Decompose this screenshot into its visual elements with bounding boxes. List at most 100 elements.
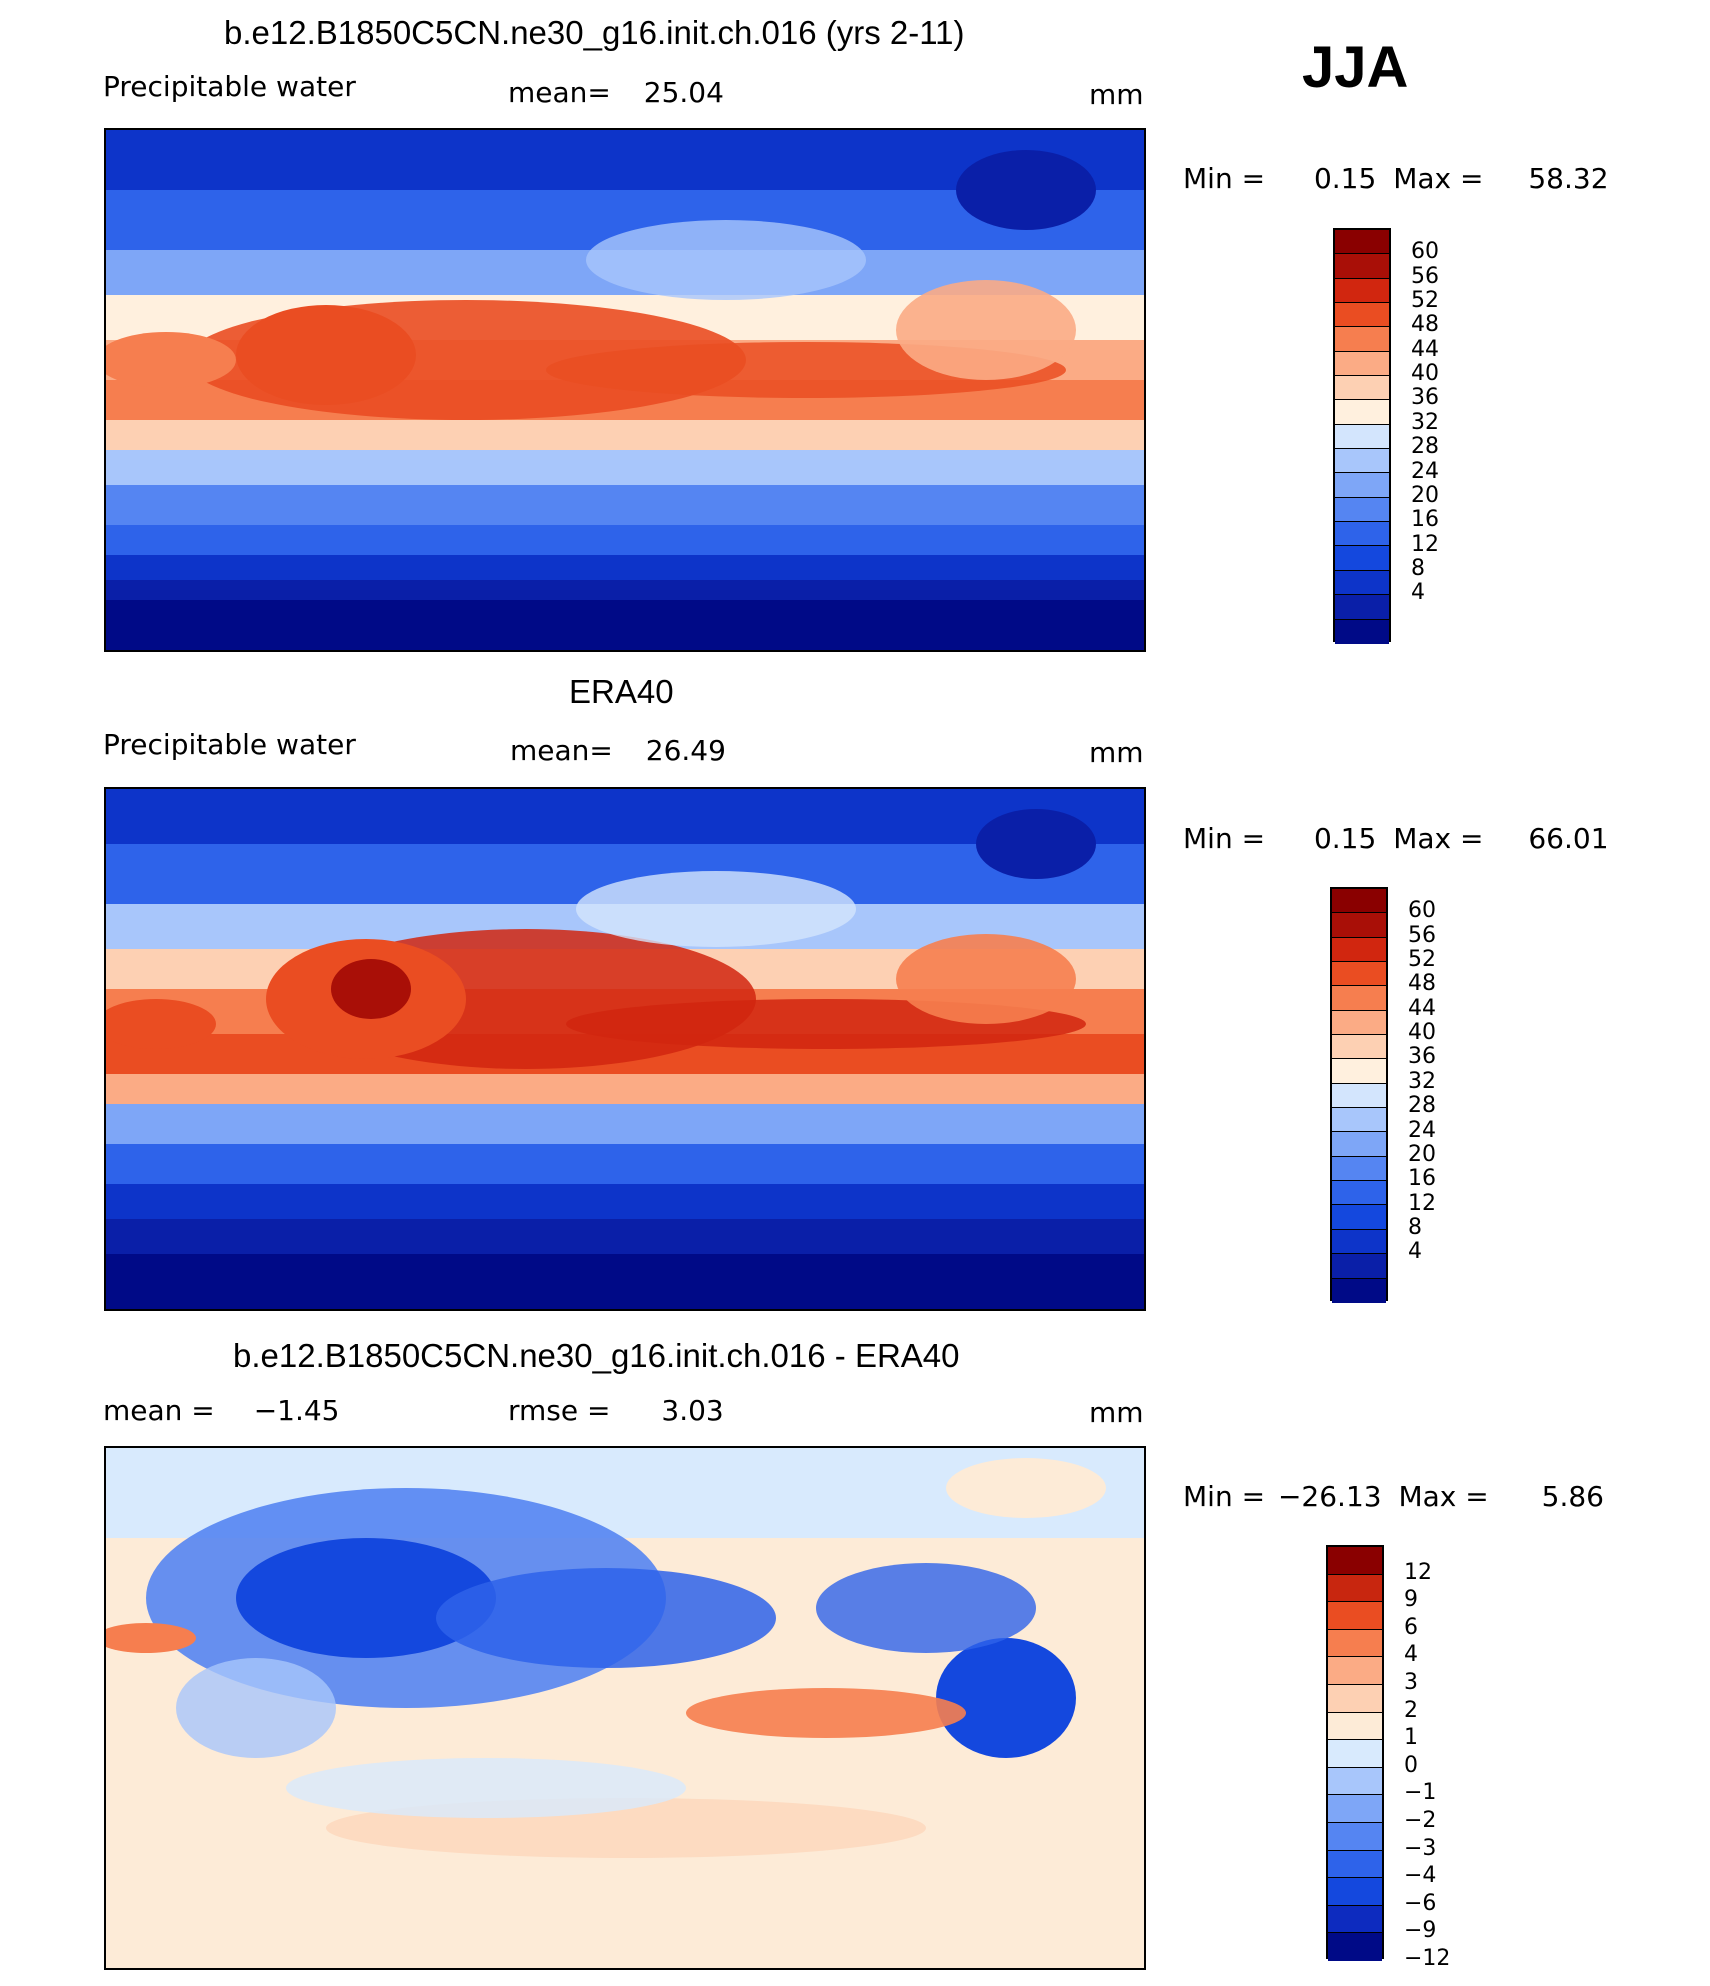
colorbar-swatch [1335,546,1389,571]
colorbar-tick-label: 2 [1404,1697,1418,1723]
colorbar-tick-label: 40 [1408,1020,1436,1046]
colorbar-tick-label: 24 [1408,1117,1436,1143]
panel3-min-max: Min = −26.13 Max = 5.86 [1183,1480,1604,1513]
colorbar-swatch [1332,913,1386,938]
colorbar-swatch [1332,1229,1386,1255]
panel3-mean-value: −1.45 [253,1394,340,1427]
panel2-mean-key: mean= [510,734,613,767]
colorbar-tick-label: 28 [1408,1093,1436,1119]
colorbar-tick-label: 12 [1404,1559,1432,1585]
colorbar-swatch [1335,351,1389,377]
colorbar-tick-label: −9 [1404,1918,1437,1944]
colorbar-swatch [1328,1657,1382,1685]
colorbar-swatch [1332,1156,1386,1182]
panel3-mean-key: mean = [103,1394,215,1427]
panel3-colorbar [1326,1545,1384,1961]
panel3-rmse-value: 3.03 [661,1394,724,1427]
colorbar-tick-label: 16 [1411,507,1439,533]
colorbar-tick-label: 44 [1408,995,1436,1021]
colorbar-swatch [1328,1712,1382,1741]
colorbar-tick-label: −1 [1404,1780,1437,1806]
colorbar-swatch [1335,595,1389,620]
colorbar-swatch [1332,1108,1386,1133]
colorbar-tick-label: 3 [1404,1670,1418,1695]
panel3-min-value: −26.13 [1277,1480,1382,1513]
colorbar-swatch [1332,937,1386,963]
colorbar-swatch [1328,1795,1382,1823]
colorbar-tick-label: 6 [1404,1614,1418,1640]
colorbar-tick-label: 4 [1408,1239,1422,1265]
colorbar-tick-label: 48 [1411,312,1439,338]
colorbar-swatch [1328,1740,1382,1768]
colorbar-swatch [1328,1602,1382,1630]
colorbar-swatch [1332,1059,1386,1084]
colorbar-tick-label: 0 [1404,1752,1418,1778]
panel3-map [104,1446,1146,1970]
panel3-map-field [106,1448,1144,1968]
colorbar-swatch [1328,1850,1382,1879]
colorbar-swatch [1328,1933,1382,1961]
colorbar-swatch [1335,278,1389,304]
panel1-mean-key: mean= [508,76,611,109]
colorbar-tick-label: 36 [1411,385,1439,411]
panel3-min-label: Min = [1183,1480,1266,1513]
colorbar-swatch [1332,1010,1386,1036]
colorbar-tick-label: −3 [1404,1835,1437,1861]
colorbar-swatch [1335,400,1389,425]
panel1-map [104,128,1146,652]
panel2-min-value: 0.15 [1313,822,1377,855]
colorbar-tick-label: 48 [1408,971,1436,997]
colorbar-swatch [1332,962,1386,987]
colorbar-tick-label: 32 [1408,1068,1436,1094]
panel1-map-field [106,130,1144,650]
colorbar-swatch [1332,1083,1386,1109]
panel1-variable-label: Precipitable water [103,70,356,103]
colorbar-tick-label: 12 [1408,1190,1436,1216]
colorbar-tick-label: −6 [1404,1890,1437,1916]
colorbar-swatch [1335,497,1389,523]
colorbar-tick-label: 8 [1408,1214,1422,1240]
panel3-units: mm [1089,1396,1144,1429]
colorbar-swatch [1335,376,1389,401]
panel3-max-value: 5.86 [1541,1480,1604,1513]
colorbar-swatch [1335,570,1389,596]
colorbar-tick-label: 52 [1411,288,1439,314]
colorbar-tick-label: 44 [1411,336,1439,362]
panel2-variable-label: Precipitable water [103,728,356,761]
panel1-mean-value: 25.04 [643,76,724,109]
colorbar-tick-label: 20 [1411,482,1439,508]
colorbar-swatch [1328,1547,1382,1575]
panel3-mean-label: mean = −1.45 [103,1394,340,1427]
colorbar-tick-label: 24 [1411,458,1439,484]
panel1-colorbar-labels: 60 56 52 48 44 40 36 32 28 24 20 16 12 8 4 [1411,228,1471,642]
panel3-rmse-label: rmse = 3.03 [508,1394,724,1427]
colorbar-tick-label: −12 [1404,1946,1451,1971]
colorbar-swatch [1335,473,1389,498]
colorbar-tick-label: −2 [1404,1808,1437,1833]
panel1-title: b.e12.B1850C5CN.ne30_g16.init.ch.016 (yr… [224,14,965,51]
colorbar-tick-label: 4 [1404,1642,1418,1668]
colorbar-swatch [1335,522,1389,547]
colorbar-tick-label: 52 [1408,947,1436,973]
colorbar-swatch [1335,230,1389,255]
colorbar-tick-label: 9 [1404,1587,1418,1613]
colorbar-tick-label: 36 [1408,1044,1436,1070]
colorbar-swatch [1332,889,1386,914]
panel2-max-label: Max = [1393,822,1484,855]
panel2-colorbar-labels: 60 56 52 48 44 40 36 32 28 24 20 16 12 8 4 [1408,887,1468,1301]
colorbar-swatch [1335,303,1389,328]
colorbar-swatch [1328,1629,1382,1658]
panel1-colorbar [1333,228,1391,644]
colorbar-swatch [1328,1574,1382,1603]
colorbar-swatch [1328,1878,1382,1906]
colorbar-tick-label: 8 [1411,555,1425,581]
colorbar-tick-label: −4 [1404,1863,1437,1889]
panel2-mean-value: 26.49 [645,734,726,767]
panel2-mean-label: mean= 26.49 [510,734,726,767]
panel2-min-label: Min = [1183,822,1266,855]
colorbar-swatch [1335,619,1389,644]
panel3-title: b.e12.B1850C5CN.ne30_g16.init.ch.016 - E… [233,1337,960,1374]
colorbar-swatch [1335,327,1389,352]
colorbar-tick-label: 60 [1408,898,1436,924]
colorbar-tick-label: 12 [1411,531,1439,557]
